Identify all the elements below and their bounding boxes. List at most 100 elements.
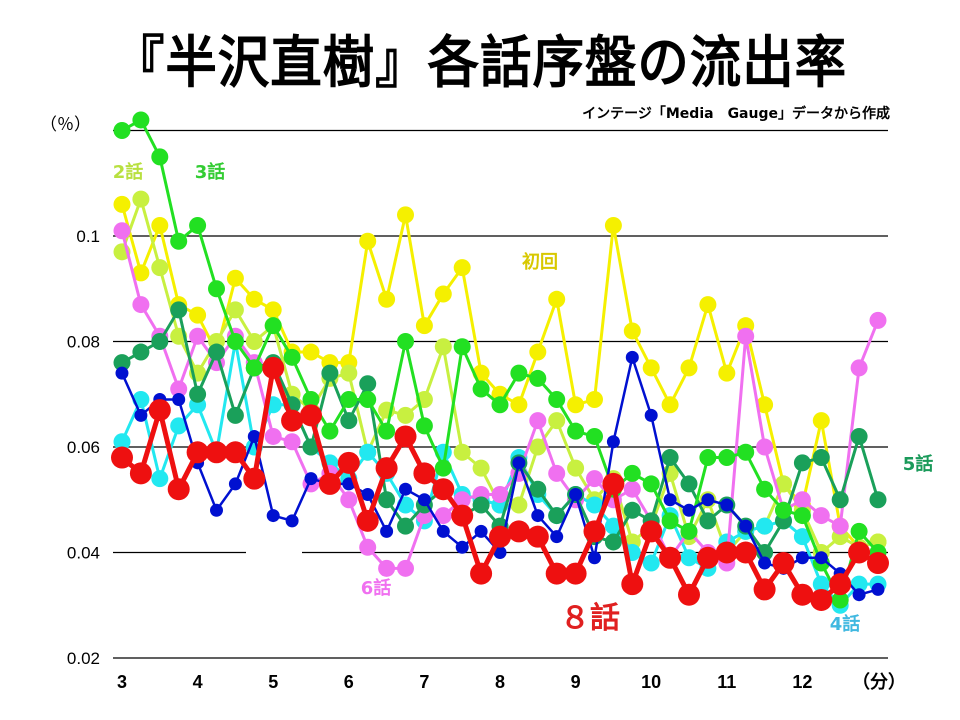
data-point xyxy=(507,520,530,543)
data-point xyxy=(170,417,188,435)
data-point xyxy=(550,530,564,544)
data-point xyxy=(170,380,188,398)
data-point xyxy=(491,485,509,503)
data-point xyxy=(321,364,339,382)
data-point xyxy=(359,538,377,556)
data-point xyxy=(359,232,377,250)
data-point xyxy=(512,456,526,470)
series-label: 6話 xyxy=(361,577,392,599)
x-tick-label: 6 xyxy=(344,672,354,692)
data-point xyxy=(378,491,396,509)
data-point xyxy=(359,391,377,409)
data-point xyxy=(814,551,828,565)
data-point xyxy=(167,478,190,501)
data-point xyxy=(548,412,566,430)
data-point xyxy=(302,391,320,409)
data-point xyxy=(189,385,207,403)
data-point xyxy=(283,433,301,451)
data-point xyxy=(644,408,658,422)
data-point xyxy=(699,449,717,467)
data-point xyxy=(208,280,225,298)
series-label: 5話 xyxy=(903,453,934,475)
data-point xyxy=(226,301,244,319)
data-point xyxy=(831,491,849,509)
data-point xyxy=(753,578,776,601)
data-point xyxy=(545,562,568,585)
data-point xyxy=(243,467,266,490)
data-point xyxy=(474,524,488,538)
data-point xyxy=(189,216,207,234)
data-point xyxy=(680,549,698,567)
data-point xyxy=(340,491,358,509)
x-tick-label: 7 xyxy=(419,672,429,692)
data-point xyxy=(337,451,360,474)
data-point xyxy=(489,525,511,548)
series-label: ８話 xyxy=(560,601,620,636)
data-point xyxy=(247,429,261,443)
x-tick-label: 12 xyxy=(792,672,812,692)
x-tick-label: 3 xyxy=(117,672,127,692)
data-point xyxy=(285,514,299,528)
data-point xyxy=(793,491,811,509)
data-point xyxy=(226,333,244,350)
data-point xyxy=(453,338,471,356)
data-point xyxy=(266,509,280,523)
data-point xyxy=(472,459,490,477)
data-point xyxy=(453,443,471,461)
data-point xyxy=(793,454,811,472)
data-point xyxy=(567,396,585,414)
series-group xyxy=(111,111,889,614)
data-point xyxy=(361,487,375,501)
data-point xyxy=(434,338,452,356)
data-point xyxy=(151,216,169,234)
data-point xyxy=(586,427,603,445)
data-point xyxy=(283,348,301,366)
data-point xyxy=(529,412,547,430)
x-tick-label: 5 xyxy=(268,672,278,692)
data-point xyxy=(378,422,396,440)
data-point xyxy=(132,343,150,361)
data-point xyxy=(413,462,436,485)
data-point xyxy=(737,327,755,345)
data-point xyxy=(758,556,772,570)
data-point xyxy=(869,491,887,509)
data-point xyxy=(718,364,736,382)
data-point xyxy=(775,475,792,493)
data-point xyxy=(170,301,188,319)
data-point xyxy=(588,551,601,565)
x-tick-label: 4 xyxy=(193,672,203,692)
data-point xyxy=(170,232,188,250)
data-point xyxy=(642,554,660,572)
data-point xyxy=(678,583,700,606)
series-label: 2話 xyxy=(113,161,144,183)
y-tick-label: 0.02 xyxy=(67,649,100,668)
data-point xyxy=(340,391,358,409)
data-point xyxy=(172,393,186,407)
data-point xyxy=(529,369,547,387)
data-point xyxy=(189,327,207,345)
data-point xyxy=(210,503,223,517)
data-point xyxy=(417,493,431,507)
data-point xyxy=(151,470,169,488)
series-label: 3話 xyxy=(195,161,226,183)
data-point xyxy=(871,582,885,596)
data-point xyxy=(642,359,660,377)
data-point xyxy=(226,269,244,287)
data-point xyxy=(300,404,322,427)
data-point xyxy=(226,406,244,424)
data-point xyxy=(564,562,587,585)
x-tick-labels: 3 4 5 6 7 8 9 10 11 12 xyxy=(117,672,812,692)
data-point xyxy=(602,472,625,495)
y-tick-label: 0.04 xyxy=(67,544,100,563)
data-point xyxy=(696,546,719,569)
data-point xyxy=(359,375,377,393)
data-point xyxy=(415,317,433,335)
data-point xyxy=(623,322,641,340)
data-point xyxy=(623,480,641,498)
data-point xyxy=(680,522,698,540)
series-8話 xyxy=(111,356,889,611)
data-point xyxy=(604,216,622,234)
data-point xyxy=(132,264,150,282)
data-point xyxy=(264,427,282,445)
data-point xyxy=(680,475,698,493)
